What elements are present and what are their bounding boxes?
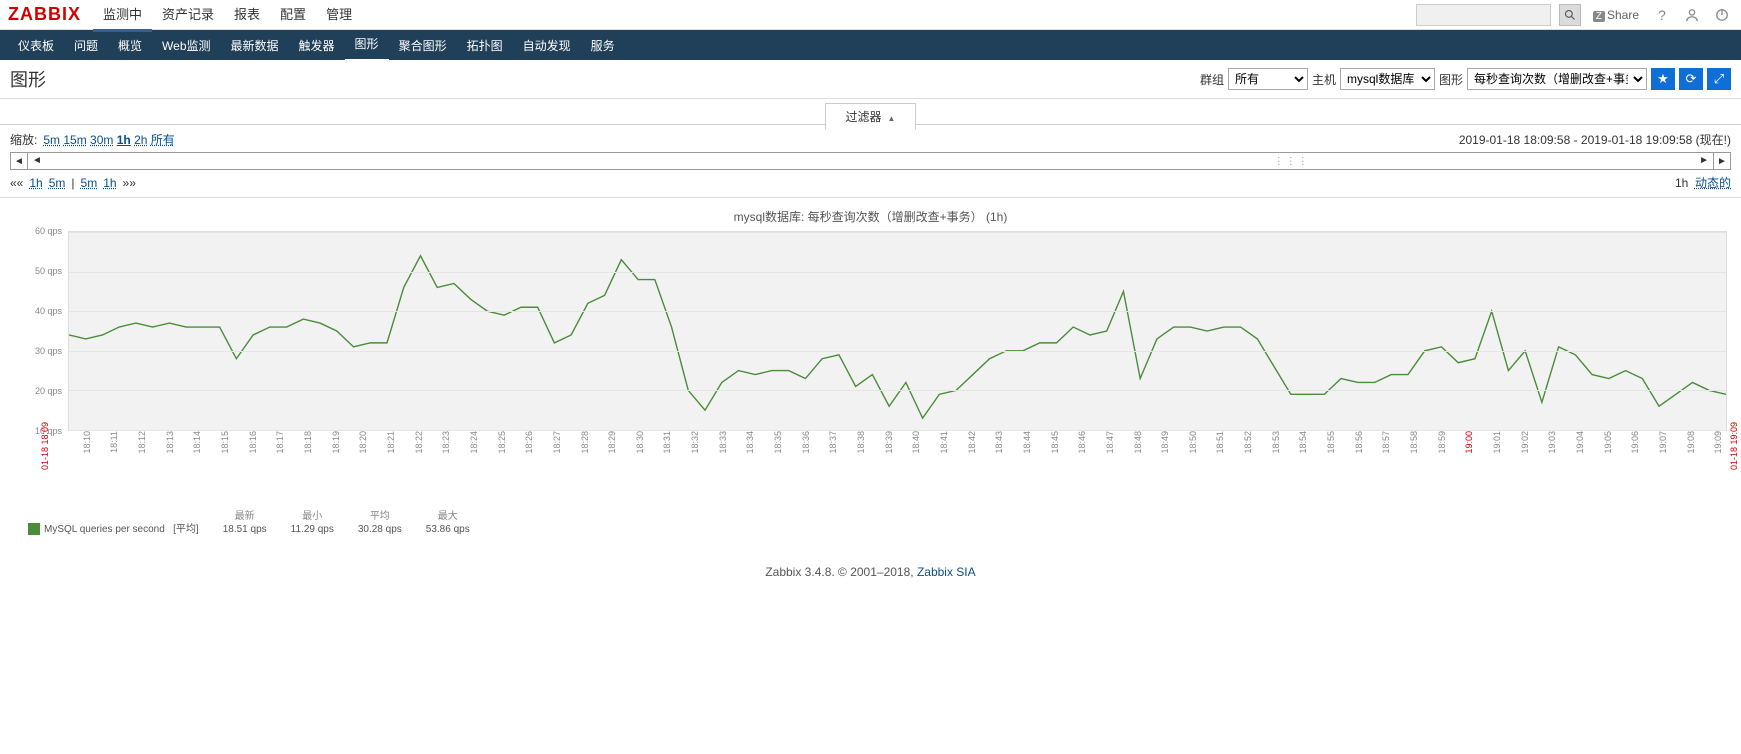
topnav-3[interactable]: 配置 [270,0,316,29]
zoom-5m[interactable]: 5m [43,133,60,147]
shift-l-1h[interactable]: 1h [29,176,42,190]
time-mode-link[interactable]: 动态的 [1695,176,1731,190]
zoom-所有[interactable]: 所有 [151,133,175,147]
zoom-2h[interactable]: 2h [134,133,147,147]
subnav-7[interactable]: 聚合图形 [389,30,457,61]
time-slider-right[interactable]: ⋮⋮⋮► [871,152,1714,170]
chart-plot [68,231,1727,431]
refresh-button[interactable]: ⟳ [1679,68,1703,90]
subnav-5[interactable]: 触发器 [289,30,345,61]
zoom-1h[interactable]: 1h [117,133,131,147]
search-button[interactable] [1559,4,1581,26]
filter-toggle-row: 过滤器 [0,99,1741,125]
time-slider-left[interactable]: ◄ [28,152,871,170]
topnav-1[interactable]: 资产记录 [152,0,224,29]
user-icon[interactable] [1681,4,1703,26]
x-axis: 18:1018:1118:1218:1318:1418:1518:1618:17… [68,431,1727,471]
search-icon [1564,9,1576,21]
group-select[interactable]: 所有 [1228,68,1308,90]
time-range: 2019-01-18 18:09:58 - 2019-01-18 19:09:5… [1459,131,1731,148]
time-next-button[interactable]: ► [1713,152,1731,170]
page-header: 图形 群组 所有 主机 mysql数据库 图形 每秒查询次数（增删改查+事务） … [0,60,1741,99]
aggr-label: [平均] [173,524,199,535]
help-icon[interactable]: ? [1651,4,1673,26]
logout-icon[interactable] [1711,4,1733,26]
share-link[interactable]: ZShare [1589,8,1643,22]
legend-swatch [28,523,40,535]
group-label: 群组 [1200,71,1224,88]
subnav-8[interactable]: 拓扑图 [457,30,513,61]
top-bar: ZABBIX 监测中资产记录报表配置管理 ZShare ? [0,0,1741,30]
subnav-3[interactable]: Web监测 [152,30,220,61]
x-start-label: 01-18 18:09 [40,422,50,470]
topnav-4[interactable]: 管理 [316,0,362,29]
topnav-2[interactable]: 报表 [224,0,270,29]
time-span: 1h [1675,176,1688,190]
topnav-0[interactable]: 监测中 [93,0,152,32]
fullscreen-button[interactable]: ⤢ [1707,68,1731,90]
subnav-9[interactable]: 自动发现 [513,30,581,61]
host-select[interactable]: mysql数据库 [1340,68,1435,90]
zoom-15m[interactable]: 15m [63,133,86,147]
subnav-1[interactable]: 问题 [64,30,108,61]
shift-l-5m[interactable]: 5m [49,176,66,190]
subnav-10[interactable]: 服务 [581,30,625,61]
chart-title: mysql数据库: 每秒查询次数（增删改查+事务） (1h) [14,208,1727,225]
shift-r-5m[interactable]: 5m [81,176,98,190]
footer: Zabbix 3.4.8. © 2001–2018, Zabbix SIA [0,543,1741,589]
graph-label: 图形 [1439,71,1463,88]
x-end-label: 01-18 19:09 [1729,422,1739,470]
host-label: 主机 [1312,71,1336,88]
y-axis: 10 qps20 qps30 qps40 qps50 qps60 qps [14,231,68,431]
top-nav: 监测中资产记录报表配置管理 [93,0,362,32]
zoom-label: 缩放: [10,131,37,148]
logo: ZABBIX [8,4,81,25]
graph-select[interactable]: 每秒查询次数（增删改查+事务） [1467,68,1647,90]
page-title: 图形 [10,66,46,92]
subnav-0[interactable]: 仪表板 [8,30,64,61]
subnav-4[interactable]: 最新数据 [221,30,289,61]
series-name: MySQL queries per second [44,524,165,535]
subnav-2[interactable]: 概览 [108,30,152,61]
search-input[interactable] [1416,4,1551,26]
zoom-30m[interactable]: 30m [90,133,113,147]
filter-bar: 群组 所有 主机 mysql数据库 图形 每秒查询次数（增删改查+事务） ★ ⟳… [1200,68,1731,90]
favorite-button[interactable]: ★ [1651,68,1675,90]
shift-r-1h[interactable]: 1h [103,176,116,190]
subnav-6[interactable]: 图形 [345,28,389,62]
chart-legend: MySQL queries per second [平均] 最新18.51 qp… [28,507,1727,535]
time-prev-button[interactable]: ◄ [10,152,28,170]
time-control: 缩放: 5m 15m 30m 1h 2h 所有 2019-01-18 18:09… [0,125,1741,198]
sub-nav: 仪表板问题概览Web监测最新数据触发器图形聚合图形拓扑图自动发现服务 [0,30,1741,60]
graph-container: mysql数据库: 每秒查询次数（增删改查+事务） (1h) 10 qps20 … [0,198,1741,543]
filter-toggle[interactable]: 过滤器 [825,103,917,130]
footer-link[interactable]: Zabbix SIA [917,565,976,579]
